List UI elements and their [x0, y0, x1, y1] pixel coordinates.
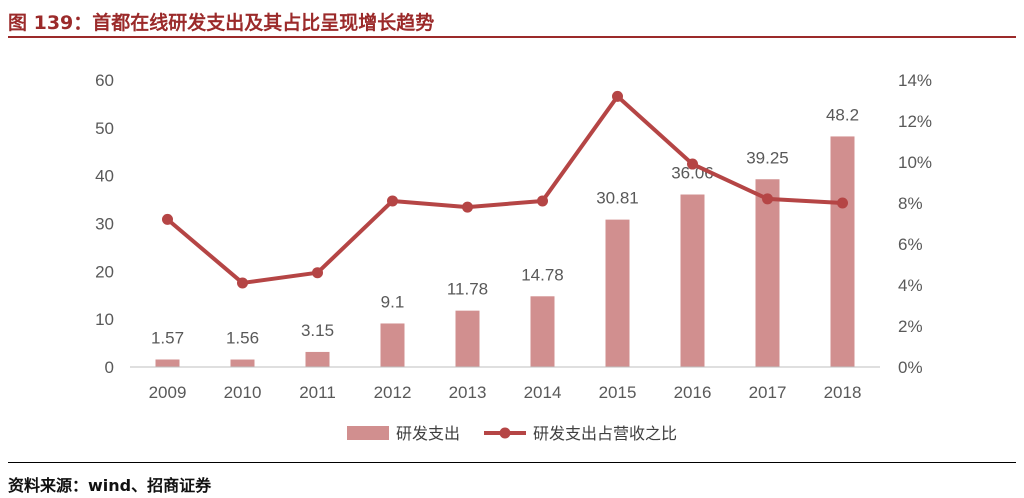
- ratio-point: [837, 197, 848, 209]
- x-axis-tick-label: 2012: [374, 383, 412, 402]
- right-axis-ticks: 0% 2% 4% 6% 8% 10% 12% 14%: [898, 71, 932, 377]
- figure-title: 图 139：首都在线研发支出及其占比呈现增长趋势: [8, 12, 435, 34]
- legend-line-marker: [499, 427, 511, 439]
- ratio-point: [462, 201, 473, 213]
- title-rule: [8, 36, 1016, 38]
- x-axis-tick-label: 2014: [524, 383, 562, 402]
- right-axis-tick-label: 12%: [898, 112, 932, 131]
- ratio-line: [165, 94, 845, 285]
- ratio-point: [237, 277, 248, 289]
- left-axis-tick-label: 30: [95, 215, 114, 234]
- bar: [230, 359, 255, 367]
- legend-bar-label: 研发支出: [396, 424, 460, 443]
- x-axis-tick-label: 2017: [749, 383, 787, 402]
- ratio-point: [162, 213, 173, 225]
- right-axis-tick-label: 10%: [898, 153, 932, 172]
- x-axis-tick-label: 2015: [599, 383, 637, 402]
- x-axis-tick-label: 2013: [449, 383, 487, 402]
- left-axis-tick-label: 40: [95, 167, 114, 186]
- left-axis-tick-label: 60: [95, 71, 114, 90]
- ratio-point: [537, 195, 548, 207]
- left-axis-tick-label: 50: [95, 119, 114, 138]
- x-axis-ticks: 2009 2010 2011 2012 2013 2014 2015 2016 2017 2018: [149, 383, 862, 402]
- footer-rule: [8, 462, 1016, 463]
- figure-source: 资料来源：wind、招商证券: [8, 476, 212, 495]
- bar-value-label: 1.56: [226, 329, 259, 348]
- bar: [305, 351, 330, 367]
- bar: [755, 179, 780, 367]
- right-axis-tick-label: 0%: [898, 358, 923, 377]
- bar: [830, 136, 855, 367]
- left-axis-tick-label: 0: [105, 358, 114, 377]
- right-axis-tick-label: 4%: [898, 276, 923, 295]
- legend-line-label: 研发支出占营收之比: [533, 424, 677, 443]
- legend: 研发支出 研发支出占营收之比: [347, 424, 677, 443]
- left-axis-tick-label: 10: [95, 310, 114, 329]
- bar: [455, 310, 480, 367]
- legend-bar-swatch: [347, 426, 389, 440]
- bar-value-label: 48.2: [826, 105, 859, 124]
- left-axis-tick-label: 20: [95, 262, 114, 281]
- x-axis-tick-label: 2016: [674, 383, 712, 402]
- ratio-point: [612, 90, 623, 102]
- bar-value-label: 1.57: [151, 328, 184, 347]
- bar: [605, 219, 630, 367]
- figure-footer: 资料来源：wind、招商证券: [8, 462, 1016, 496]
- bar-value-label: 14.78: [521, 265, 564, 284]
- bar: [680, 194, 705, 367]
- right-axis-tick-label: 8%: [898, 194, 923, 213]
- right-axis-tick-label: 6%: [898, 235, 923, 254]
- x-axis-tick-label: 2011: [299, 383, 336, 402]
- bar: [530, 296, 555, 367]
- right-axis-tick-label: 14%: [898, 71, 932, 90]
- bar-value-label: 3.15: [301, 321, 334, 340]
- left-axis-ticks: 0 10 20 30 40 50 60: [95, 71, 114, 377]
- ratio-point: [312, 267, 323, 279]
- bar-value-label: 11.78: [447, 280, 488, 299]
- bar-value-label: 9.1: [381, 292, 405, 311]
- ratio-point: [387, 195, 398, 207]
- ratio-point: [687, 158, 698, 170]
- bar: [155, 359, 180, 367]
- ratio-point: [762, 193, 773, 205]
- line-series: [162, 90, 848, 289]
- figure-header: 图 139：首都在线研发支出及其占比呈现增长趋势: [8, 4, 1016, 38]
- bar-value-label: 30.81: [596, 189, 639, 208]
- right-axis-tick-label: 2%: [898, 317, 923, 336]
- bar-series: [155, 136, 855, 367]
- x-axis-tick-label: 2010: [224, 383, 262, 402]
- combo-chart: 0 10 20 30 40 50 60 0% 2% 4% 6% 8% 10% 12% 14% 1.57 1.…: [95, 71, 932, 443]
- bar-value-labels: 1.57 1.56 3.159.111.7814.7830.8136.0639.25…: [151, 105, 859, 347]
- bar-value-label: 39.25: [746, 148, 789, 167]
- x-axis-tick-label: 2009: [149, 383, 187, 402]
- x-axis-tick-label: 2018: [824, 383, 862, 402]
- bar: [380, 323, 405, 367]
